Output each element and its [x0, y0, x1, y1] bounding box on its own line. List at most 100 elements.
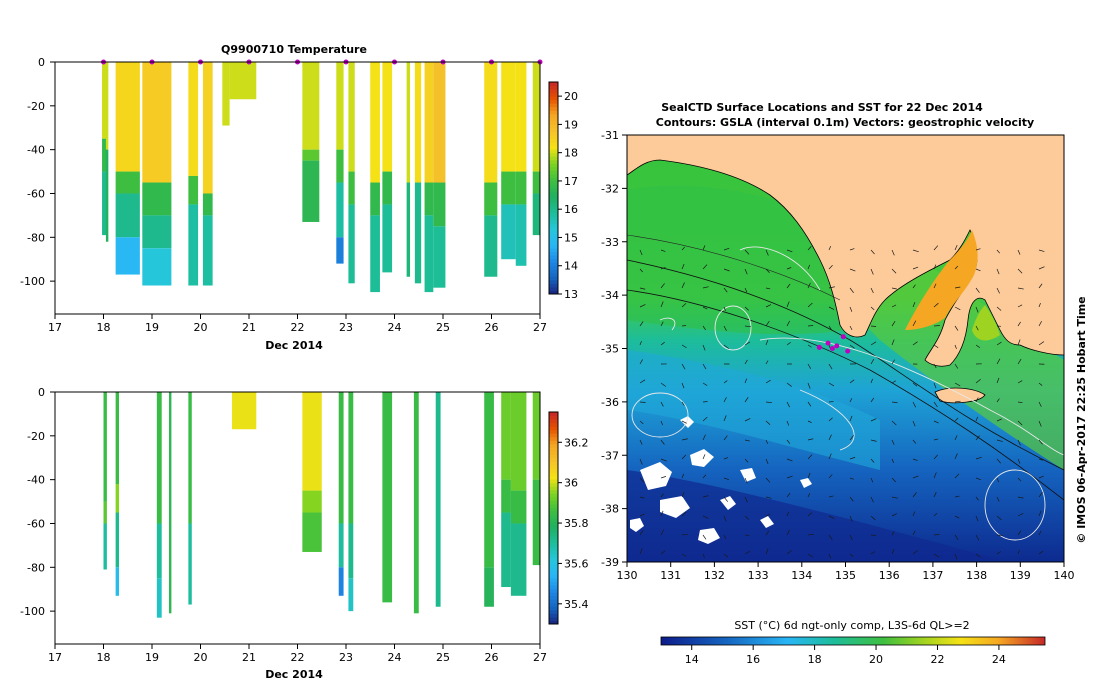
velocity-vector — [996, 515, 1002, 521]
velocity-vector — [954, 363, 959, 369]
velocity-vector — [912, 458, 918, 461]
profile-cell — [202, 62, 213, 194]
velocity-vector — [1017, 530, 1022, 536]
velocity-vector — [639, 439, 643, 445]
colorbar-cell — [549, 283, 558, 288]
colorbar-cell — [549, 209, 558, 214]
colorbar-cell — [549, 535, 558, 540]
lon-tick-label: 140 — [1054, 569, 1075, 582]
velocity-vector — [639, 496, 645, 499]
velocity-vector — [723, 534, 727, 540]
y-tick-label: -60 — [27, 517, 45, 530]
velocity-vector — [681, 263, 685, 270]
velocity-vector — [765, 268, 770, 274]
velocity-vector — [1017, 380, 1023, 384]
velocity-vector — [996, 458, 1001, 464]
velocity-vector — [996, 341, 1002, 346]
profile-cell — [115, 193, 140, 238]
colorbar-cell — [549, 510, 558, 515]
velocity-vector — [975, 379, 981, 384]
velocity-vector — [849, 306, 853, 312]
profile-cell — [142, 215, 172, 249]
profile-cell — [382, 204, 393, 273]
gulf-st-vincent-water — [972, 305, 1000, 341]
cloud-mask — [630, 416, 812, 544]
velocity-vector — [681, 344, 687, 349]
velocity-vector — [870, 534, 876, 536]
velocity-vector — [1038, 550, 1044, 555]
velocity-vector — [996, 377, 1000, 384]
colorbar-cell — [549, 440, 558, 445]
spencer-gulf-water — [905, 230, 978, 330]
colorbar-cell — [549, 191, 558, 196]
colorbar-frame — [548, 411, 559, 625]
velocity-vector — [1038, 420, 1042, 427]
velocity-vector — [681, 553, 687, 557]
velocity-vector — [723, 457, 729, 460]
colorbar-cell — [549, 581, 558, 586]
colorbar-tick-label: 20 — [564, 90, 578, 103]
velocity-vector — [1038, 283, 1043, 289]
velocity-vector — [849, 435, 855, 441]
sst-colorbar-tick-label: 14 — [685, 653, 699, 666]
velocity-vector — [807, 246, 812, 251]
profile-cell — [142, 62, 172, 183]
colorbar-cell — [549, 159, 558, 164]
velocity-vector — [660, 321, 664, 327]
velocity-vector — [996, 439, 1003, 442]
velocity-vector — [933, 472, 937, 479]
velocity-vector — [702, 515, 709, 519]
velocity-vector — [744, 268, 748, 275]
velocity-vector — [891, 439, 895, 445]
profile-cell — [103, 501, 107, 524]
y-tick-label: -80 — [27, 231, 45, 244]
velocity-vector — [1038, 303, 1041, 308]
velocity-vector — [786, 401, 790, 408]
velocity-vector — [639, 249, 643, 256]
velocity-vector — [933, 344, 939, 349]
profile-cell — [501, 171, 516, 205]
x-tick-label: 22 — [291, 321, 305, 334]
velocity-vector — [660, 382, 666, 387]
velocity-vector — [1017, 549, 1020, 555]
colorbar-cell — [549, 99, 558, 104]
velocity-vector — [765, 249, 769, 256]
velocity-vector — [849, 248, 855, 251]
x-tick-label: 27 — [533, 651, 547, 664]
colorbar-tick-label: 16 — [564, 203, 578, 216]
colorbar-cell — [549, 173, 558, 178]
colorbar-cell — [549, 124, 558, 129]
colorbar-cell — [549, 436, 558, 441]
velocity-vector — [723, 325, 727, 332]
colorbar-cell — [549, 549, 558, 554]
profile-cell — [348, 171, 355, 205]
profile-cell — [532, 171, 540, 194]
lat-tick-label: -36 — [601, 396, 619, 409]
velocity-vector — [954, 244, 958, 251]
velocity-vector — [975, 435, 980, 441]
velocity-vector — [954, 515, 960, 519]
velocity-vector — [744, 515, 749, 520]
velocity-vector — [807, 363, 812, 369]
lon-tick-label: 131 — [660, 569, 681, 582]
profile-cell — [229, 62, 257, 100]
y-tick-label: 0 — [38, 56, 45, 69]
velocity-vector — [912, 492, 917, 498]
velocity-vector — [660, 510, 664, 517]
velocity-vector — [744, 359, 748, 365]
velocity-vector — [807, 472, 811, 479]
lon-tick-label: 138 — [966, 569, 987, 582]
velocity-vector — [723, 415, 727, 422]
velocity-vector — [954, 495, 960, 498]
velocity-vector — [849, 398, 853, 403]
velocity-vector — [681, 401, 685, 406]
velocity-vector — [849, 456, 856, 460]
x-tick-label: 26 — [485, 651, 499, 664]
velocity-vector — [912, 550, 918, 555]
velocity-vector — [933, 553, 940, 558]
velocity-vector — [996, 268, 1000, 275]
colorbar-cell — [549, 606, 558, 611]
colorbar-cell — [549, 489, 558, 494]
velocity-vector — [723, 496, 728, 502]
profile-cell — [433, 226, 446, 288]
